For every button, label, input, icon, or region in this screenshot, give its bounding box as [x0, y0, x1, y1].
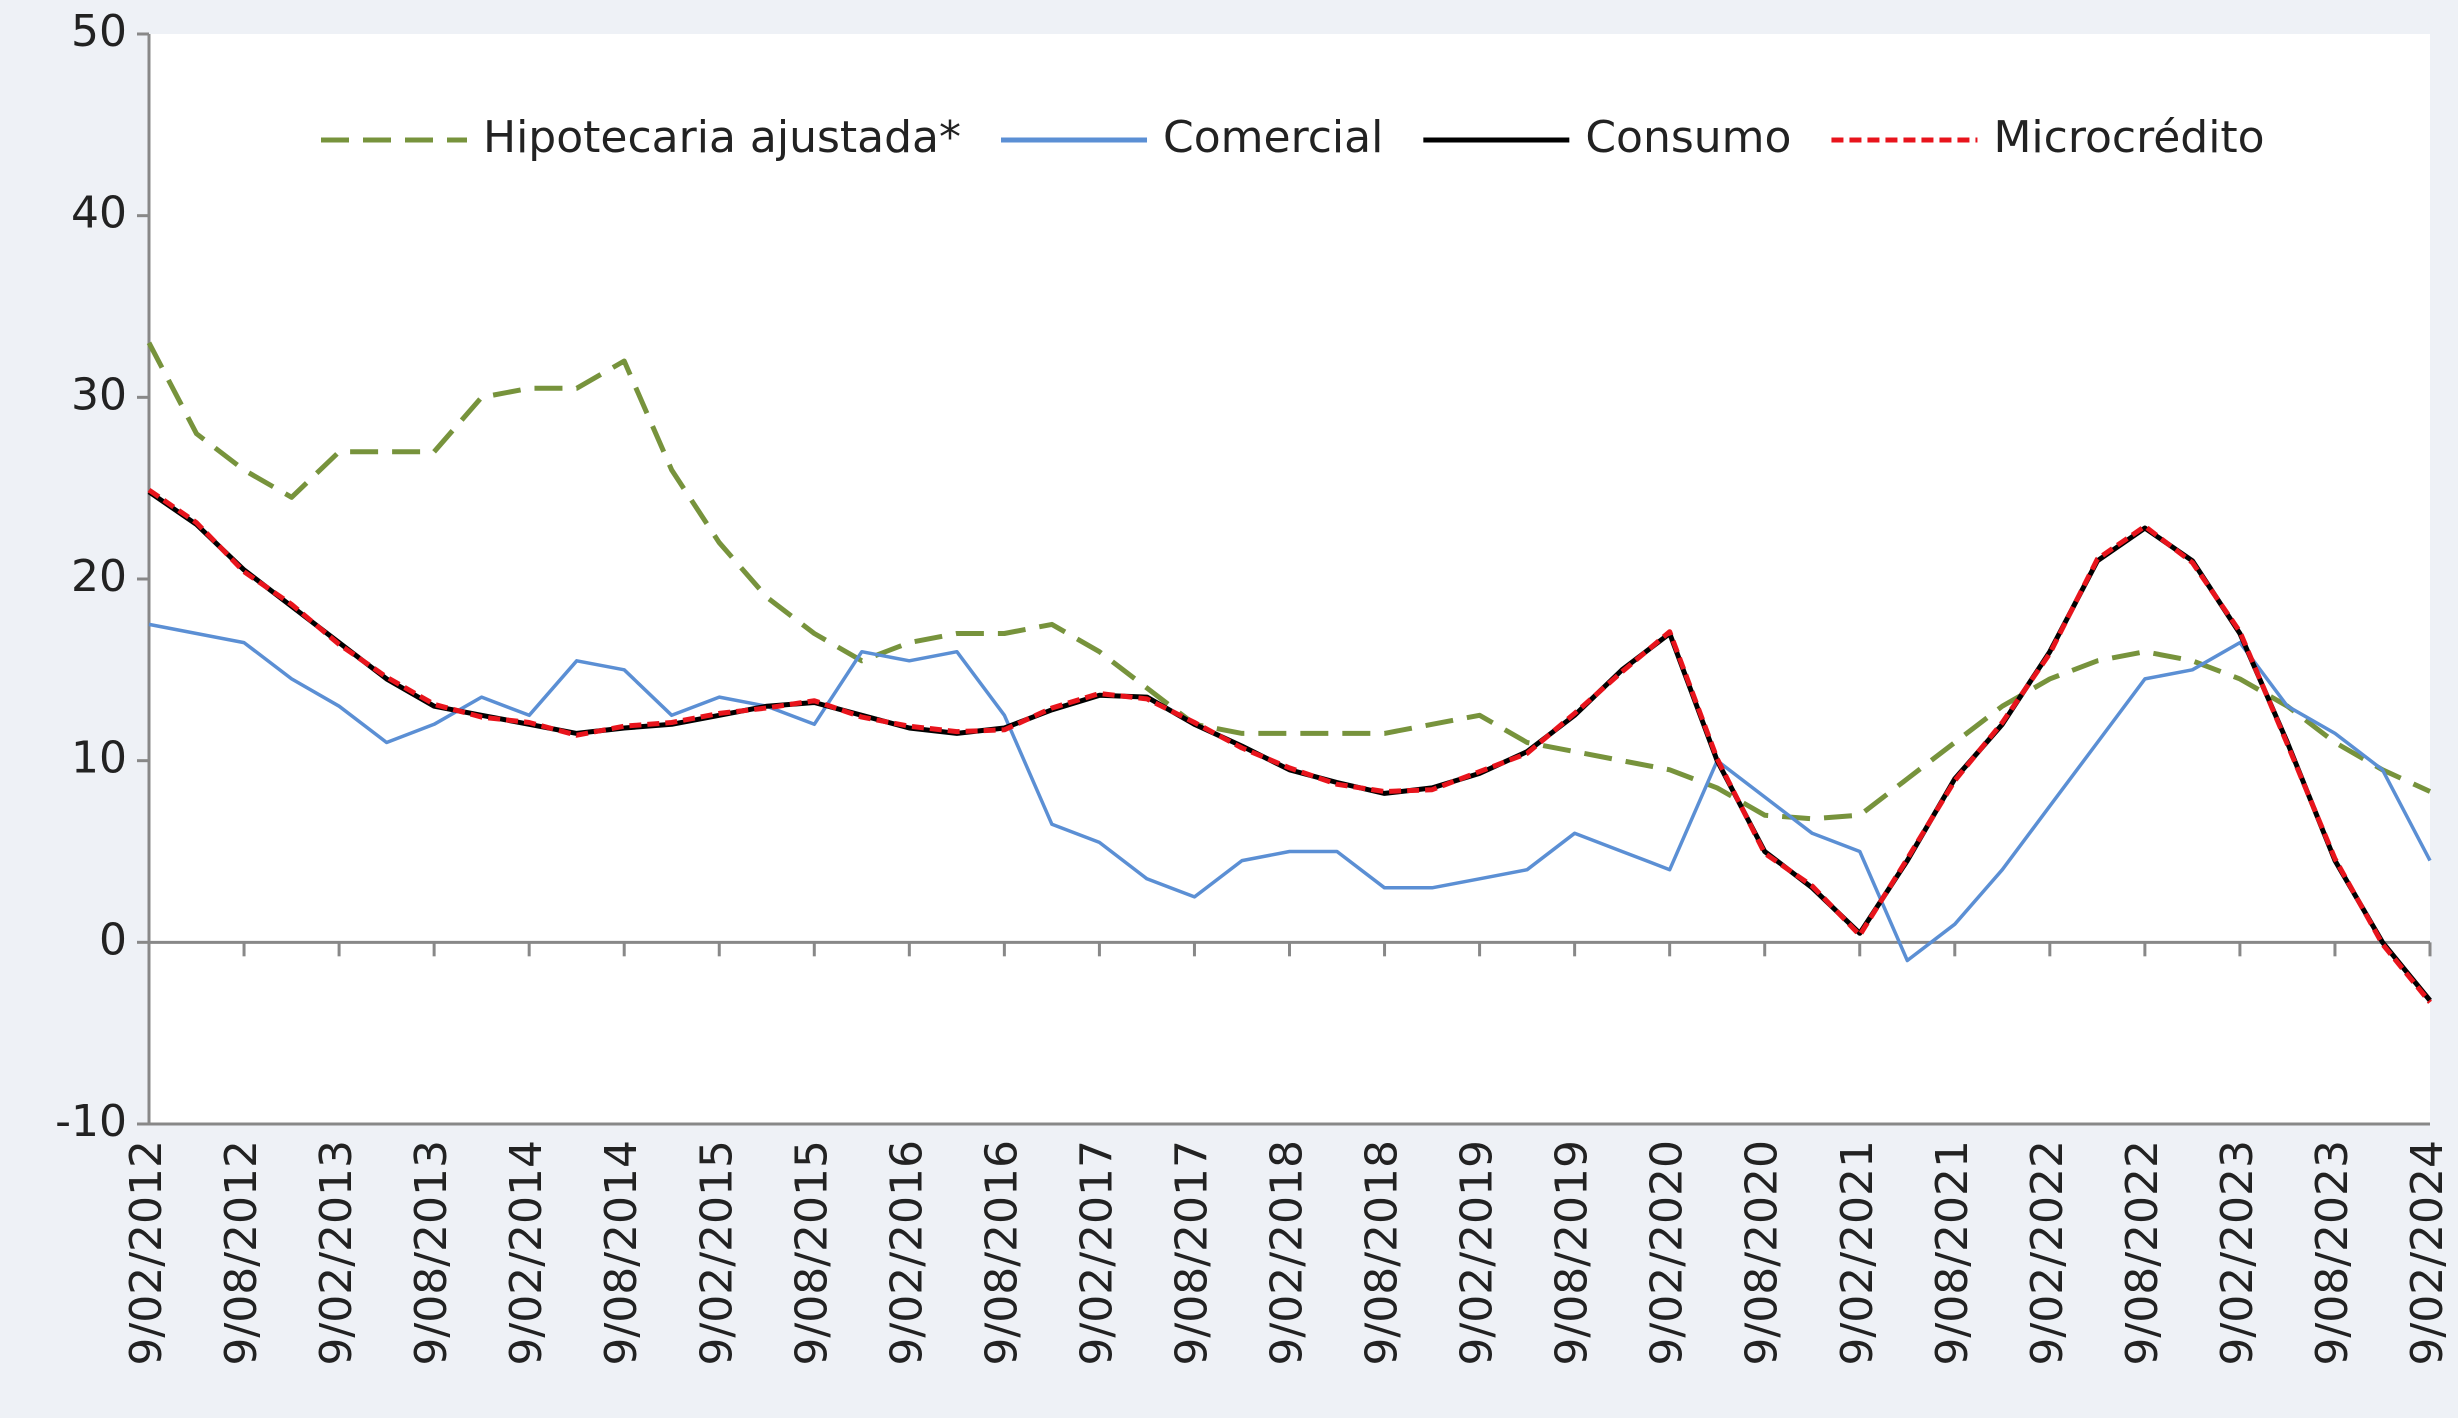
x-tick-label: 9/02/2020 [1642, 1140, 1693, 1366]
legend-label: Comercial [1163, 112, 1383, 163]
x-tick-label: 9/08/2013 [406, 1140, 457, 1366]
legend-label: Consumo [1585, 112, 1791, 163]
x-tick-label: 9/02/2015 [691, 1140, 742, 1366]
y-tick-label: 50 [71, 6, 127, 57]
series-line [148, 622, 2432, 963]
legend-label: Hipotecaria ajustada* [483, 112, 961, 163]
x-tick-label: 9/08/2014 [596, 1140, 647, 1366]
y-tick-label: 40 [71, 188, 127, 239]
x-tick-label: 9/02/2014 [501, 1140, 552, 1366]
x-tick-label: 9/08/2016 [976, 1140, 1027, 1366]
y-tick-label: 0 [99, 914, 127, 965]
x-tick-label: 9/02/2022 [2022, 1140, 2073, 1366]
x-tick-label: 9/02/2021 [1832, 1140, 1883, 1366]
x-tick-label: 9/02/2013 [311, 1140, 362, 1366]
x-tick-label: 9/02/2018 [1262, 1140, 1313, 1366]
legend-label: Microcrédito [1993, 112, 2264, 163]
x-tick-label: 9/08/2015 [786, 1140, 837, 1366]
y-tick-label: 30 [71, 369, 127, 420]
x-tick-label: 9/02/2012 [121, 1140, 172, 1366]
series-line [147, 487, 2432, 1004]
x-tick-label: 9/02/2024 [2402, 1140, 2453, 1366]
x-tick-label: 9/02/2016 [881, 1140, 932, 1366]
x-tick-label: 9/08/2020 [1737, 1140, 1788, 1366]
x-tick-label: 9/08/2012 [216, 1140, 267, 1366]
x-tick-label: 9/08/2019 [1547, 1140, 1598, 1366]
x-tick-label: 9/08/2021 [1927, 1140, 1978, 1366]
x-tick-label: 9/08/2022 [2117, 1140, 2168, 1366]
series-line [146, 341, 2432, 822]
x-tick-label: 9/02/2017 [1071, 1140, 1122, 1366]
y-tick-label: 10 [71, 733, 127, 784]
y-tick-label: 20 [71, 551, 127, 602]
x-tick-label: 9/08/2018 [1357, 1140, 1408, 1366]
x-tick-label: 9/02/2023 [2212, 1140, 2263, 1366]
x-tick-label: 9/02/2019 [1452, 1140, 1503, 1366]
x-tick-label: 9/08/2017 [1166, 1140, 1217, 1366]
y-tick-label: -10 [55, 1096, 127, 1147]
x-tick-label: 9/08/2023 [2307, 1140, 2358, 1366]
